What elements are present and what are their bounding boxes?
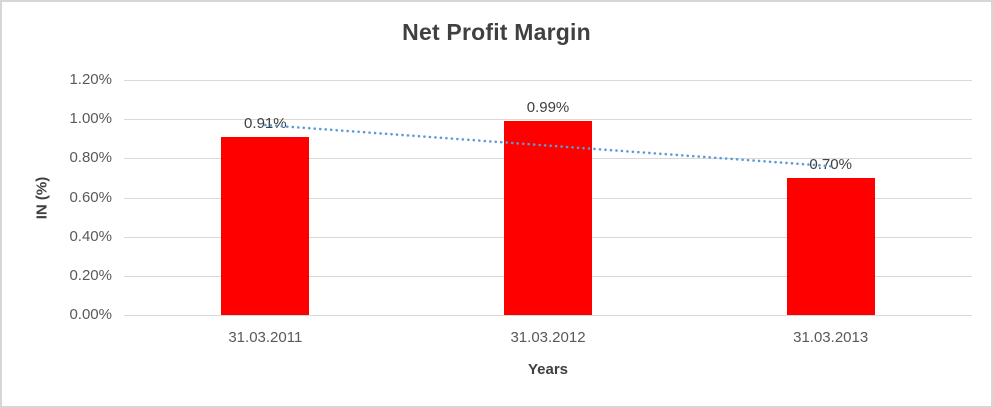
bar-data-label: 0.91% — [244, 114, 287, 132]
y-axis-tick-label: 0.60% — [69, 188, 112, 206]
plot-area: 0.91% 0.99% 0.70% — [124, 80, 972, 316]
trendline-path — [264, 123, 832, 168]
y-axis-tick-label: 1.20% — [69, 71, 112, 88]
bar-31.03.2011 — [221, 136, 310, 315]
y-axis-tick-label: 0.80% — [69, 149, 112, 167]
gridline — [124, 119, 972, 121]
bar-31.03.2013 — [786, 177, 875, 315]
x-axis-tick-label: 31.03.2012 — [510, 329, 586, 346]
y-axis-title-text: IN (%) — [33, 176, 51, 220]
gridline — [124, 315, 972, 316]
x-axis-title: Years — [527, 361, 569, 378]
gridline — [124, 80, 972, 81]
y-axis-tick-label: 0.20% — [69, 266, 112, 284]
trendline — [264, 123, 832, 168]
bar-data-label: 0.99% — [526, 99, 570, 117]
x-axis-tick-label: 31.03.2013 — [793, 329, 869, 346]
x-axis-tick-label: 31.03.2011 — [228, 329, 303, 346]
y-axis-tick-label: 0.00% — [69, 306, 112, 323]
chart-title: Net Profit Margin — [402, 19, 591, 45]
y-axis-tick-label: 0.40% — [69, 227, 112, 245]
y-axis-tick-label: 1.00% — [69, 110, 112, 128]
bar-31.03.2012 — [504, 121, 592, 315]
bar-data-label: 0.70% — [809, 155, 852, 173]
